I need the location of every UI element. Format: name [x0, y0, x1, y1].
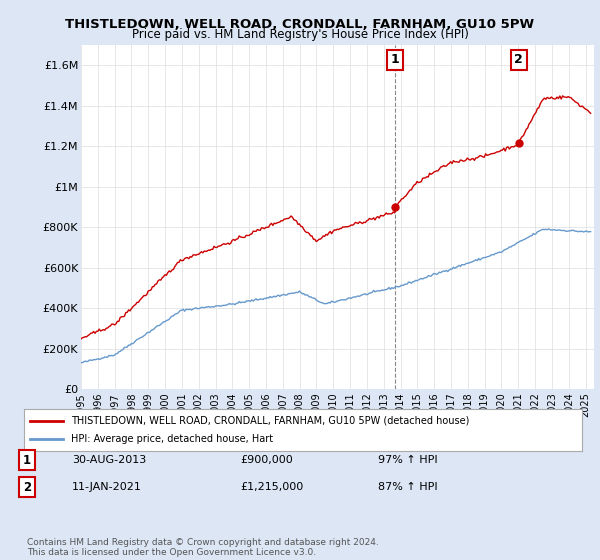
- Text: 97% ↑ HPI: 97% ↑ HPI: [378, 455, 437, 465]
- Text: 2: 2: [23, 480, 31, 494]
- Text: THISTLEDOWN, WELL ROAD, CRONDALL, FARNHAM, GU10 5PW (detached house): THISTLEDOWN, WELL ROAD, CRONDALL, FARNHA…: [71, 416, 470, 426]
- Text: 1: 1: [391, 53, 400, 67]
- Text: Contains HM Land Registry data © Crown copyright and database right 2024.
This d: Contains HM Land Registry data © Crown c…: [27, 538, 379, 557]
- Text: £900,000: £900,000: [240, 455, 293, 465]
- Text: 11-JAN-2021: 11-JAN-2021: [72, 482, 142, 492]
- Text: HPI: Average price, detached house, Hart: HPI: Average price, detached house, Hart: [71, 434, 274, 444]
- Text: Price paid vs. HM Land Registry's House Price Index (HPI): Price paid vs. HM Land Registry's House …: [131, 28, 469, 41]
- Text: 30-AUG-2013: 30-AUG-2013: [72, 455, 146, 465]
- Text: 1: 1: [23, 454, 31, 467]
- Text: THISTLEDOWN, WELL ROAD, CRONDALL, FARNHAM, GU10 5PW: THISTLEDOWN, WELL ROAD, CRONDALL, FARNHA…: [65, 18, 535, 31]
- Text: 87% ↑ HPI: 87% ↑ HPI: [378, 482, 437, 492]
- Text: 2: 2: [514, 53, 523, 67]
- Text: £1,215,000: £1,215,000: [240, 482, 303, 492]
